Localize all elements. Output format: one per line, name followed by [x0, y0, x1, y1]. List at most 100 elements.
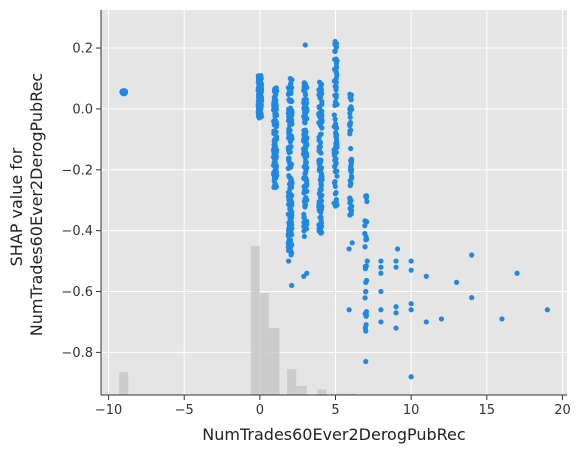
data-point: [318, 157, 324, 163]
data-point: [393, 264, 399, 270]
data-point: [287, 190, 293, 196]
data-point: [304, 105, 310, 112]
data-point: [273, 173, 280, 179]
data-point: [301, 137, 307, 143]
data-points: [119, 38, 550, 380]
data-point: [316, 226, 322, 232]
data-point: [363, 263, 369, 269]
y-axis-label-line-2: NumTrades60Ever2DerogPubRec: [27, 73, 46, 336]
data-point: [289, 282, 295, 289]
data-point: [469, 252, 475, 258]
data-point: [302, 92, 309, 98]
data-point: [331, 180, 338, 186]
x-tick-label: −5: [175, 403, 194, 418]
data-point: [469, 295, 475, 301]
data-point: [364, 258, 370, 264]
data-point: [301, 233, 307, 240]
y-axis-label-line-1: SHAP value for: [7, 147, 26, 266]
data-point: [286, 159, 292, 165]
data-point: [332, 163, 338, 169]
data-point: [349, 240, 355, 246]
data-point: [301, 164, 307, 170]
data-point: [453, 279, 460, 285]
x-tick-label: −10: [95, 403, 122, 418]
data-point: [318, 173, 324, 180]
data-point: [332, 123, 338, 130]
data-point: [317, 112, 323, 118]
data-point: [272, 145, 279, 152]
data-point: [378, 264, 384, 270]
data-point: [438, 316, 445, 322]
data-point: [347, 114, 353, 120]
data-point: [408, 301, 414, 307]
data-point: [334, 140, 340, 147]
data-point: [332, 92, 338, 99]
data-point: [348, 104, 354, 110]
data-point: [316, 104, 322, 110]
data-point: [362, 295, 368, 301]
data-point: [301, 127, 307, 134]
data-point: [287, 105, 294, 111]
data-point: [363, 328, 369, 334]
data-point: [363, 322, 369, 328]
data-point: [288, 81, 294, 87]
data-point: [363, 288, 369, 295]
data-point: [287, 206, 293, 212]
axes: −10 −5 0 5 10 15 20 −0.8 −0.6 −0.4 −0.2 0.0 0.2: [61, 10, 571, 418]
data-point: [333, 60, 340, 66]
data-point: [316, 208, 322, 214]
x-tick-label: 10: [403, 403, 420, 418]
data-point: [317, 187, 323, 194]
data-point: [287, 86, 294, 92]
data-point: [348, 158, 354, 164]
data-point: [301, 190, 307, 196]
data-point: [346, 307, 352, 313]
data-point: [347, 177, 353, 184]
data-point: [332, 78, 338, 84]
histogram-bar: [250, 245, 260, 395]
data-point: [256, 82, 262, 88]
data-point: [286, 126, 292, 132]
data-point: [272, 106, 279, 112]
data-point: [332, 83, 338, 89]
data-point: [348, 94, 354, 100]
data-point: [273, 184, 280, 190]
data-point: [304, 197, 310, 203]
data-point: [378, 319, 384, 325]
data-point: [301, 214, 307, 221]
data-point: [423, 319, 429, 325]
data-point: [302, 42, 308, 48]
data-point: [301, 183, 307, 190]
data-point: [332, 102, 338, 108]
data-point: [316, 148, 322, 154]
data-point: [363, 358, 369, 365]
data-point: [301, 223, 307, 229]
data-point: [363, 237, 369, 243]
data-point: [544, 307, 550, 313]
data-point: [287, 201, 293, 207]
data-point: [121, 90, 127, 96]
data-point: [286, 220, 292, 226]
data-point: [349, 203, 355, 209]
data-point: [393, 310, 399, 316]
data-point: [362, 218, 368, 224]
data-point: [378, 270, 384, 276]
data-point: [257, 75, 263, 81]
data-point: [363, 193, 369, 199]
data-point: [301, 151, 307, 157]
data-point: [287, 237, 294, 243]
data-point: [408, 267, 414, 273]
data-point: [258, 111, 264, 118]
data-point: [334, 202, 340, 208]
data-point: [393, 325, 399, 331]
data-point: [332, 48, 338, 54]
data-point: [302, 202, 308, 208]
data-point: [333, 133, 339, 139]
data-point: [286, 113, 292, 120]
data-point: [316, 137, 322, 143]
data-point: [318, 167, 324, 174]
data-point: [288, 215, 295, 221]
data-point: [273, 89, 279, 95]
data-point: [378, 307, 384, 313]
